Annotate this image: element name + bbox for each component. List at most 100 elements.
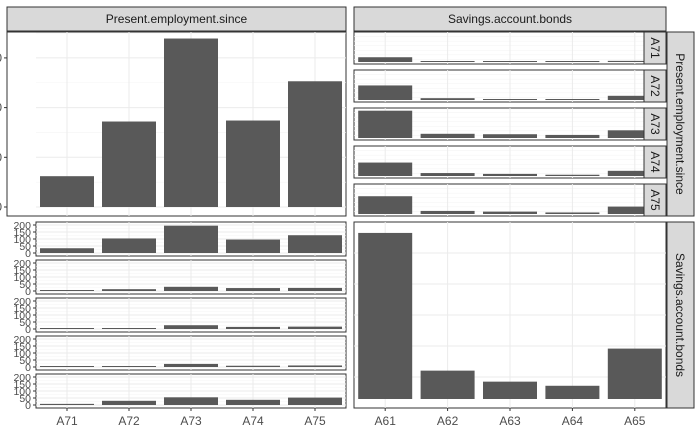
- y-tick-label: 50: [19, 355, 31, 367]
- bar-savings-A62-emp-A73: [420, 133, 475, 138]
- bar-savings-A64-emp-A75: [545, 212, 600, 214]
- x-tick-label-A61: A61: [375, 414, 397, 428]
- y-tick-label: 0: [25, 324, 31, 336]
- y-tick-label: 50: [19, 241, 31, 253]
- y-tick-label: 100: [13, 272, 31, 284]
- y-tick-label: 200: [13, 258, 31, 270]
- bar-employment-A74-sav-A61: [226, 239, 280, 253]
- bar-employment-A72-sav-A62: [102, 289, 156, 291]
- x-tick-label-A62: A62: [437, 414, 459, 428]
- strip-row-label-A72: A72: [648, 75, 662, 97]
- bar-savings-A61-emp-A73: [358, 110, 413, 138]
- bar-savings-A61-emp-A71: [358, 57, 413, 62]
- x-tick-label-A63: A63: [499, 414, 521, 428]
- bar-savings-A65-emp-A75: [607, 206, 662, 214]
- bar-savings-A64: [545, 385, 600, 399]
- y-tick-label: 100: [13, 310, 31, 322]
- strip-row-A74: [643, 145, 667, 179]
- bar-employment-A73-sav-A61: [164, 225, 218, 253]
- x-tick-label-A64: A64: [562, 414, 584, 428]
- bar-employment-A75-sav-A62: [288, 287, 342, 291]
- bar-savings-A62-emp-A72: [420, 98, 475, 100]
- y-tick-label: 150: [13, 303, 31, 315]
- bar-employment-A75-sav-A64: [288, 365, 342, 367]
- bar-savings-A64-emp-A73: [545, 134, 600, 138]
- strip-row-label-A74: A74: [648, 151, 662, 173]
- x-tick-label-A75: A75: [304, 414, 326, 428]
- strip-top-savings: [353, 6, 667, 32]
- y-tick-label: 150: [13, 341, 31, 353]
- bar-employment-A74-sav-A62: [226, 288, 280, 291]
- bar-employment-A71-sav-A64: [40, 366, 94, 367]
- strip-row-A73: [643, 107, 667, 141]
- bar-employment-A72: [102, 121, 156, 207]
- strip-row-A75: [643, 183, 667, 217]
- bar-employment-A72-sav-A65: [102, 400, 156, 405]
- strip-right-employment: [666, 31, 695, 217]
- y-tick-label: 0: [25, 362, 31, 374]
- bar-employment-A75-sav-A65: [288, 397, 342, 405]
- bar-employment-A73-sav-A62: [164, 286, 218, 291]
- strip-row-A72: [643, 69, 667, 103]
- y-tick-label: 50: [19, 393, 31, 405]
- strip-top-employment: [6, 6, 347, 32]
- bar-employment-A71-sav-A61: [40, 248, 94, 253]
- y-tick-label: 100: [0, 150, 2, 164]
- bar-employment-A73-sav-A65: [164, 397, 218, 405]
- bar-employment-A71-sav-A65: [40, 403, 94, 405]
- bar-employment-A74-sav-A64: [226, 365, 280, 367]
- bar-savings-A63-emp-A75: [483, 211, 537, 214]
- bar-employment-A72-sav-A61: [102, 238, 156, 253]
- bar-employment-A74-sav-A63: [226, 326, 280, 329]
- bar-savings-A64-emp-A71: [545, 61, 600, 62]
- bar-savings-A63-emp-A73: [483, 134, 537, 138]
- y-tick-label: 100: [13, 234, 31, 246]
- bar-savings-A65-emp-A72: [607, 95, 662, 100]
- bar-employment-A73-sav-A64: [164, 363, 218, 367]
- bar-savings-A63: [483, 381, 537, 399]
- y-tick-label: 200: [13, 296, 31, 308]
- strip-right-employment-label: Present.employment.since: [673, 53, 687, 195]
- y-tick-label: 100: [13, 386, 31, 398]
- bar-savings-A62-emp-A74: [420, 173, 475, 176]
- bar-savings-A62-emp-A71: [420, 61, 475, 62]
- bar-savings-A64-emp-A72: [545, 99, 600, 100]
- strip-top-savings-label: Savings.account.bonds: [448, 12, 572, 26]
- y-tick-label: 200: [0, 101, 2, 115]
- bar-employment-A71-sav-A62: [40, 290, 94, 291]
- y-tick-label: 50: [19, 279, 31, 291]
- bar-employment-A72-sav-A64: [102, 366, 156, 367]
- bar-employment-A74: [226, 120, 280, 207]
- bar-savings-A62: [420, 370, 475, 399]
- y-tick-label: 0: [25, 286, 31, 298]
- strip-right-savings-label: Savings.account.bonds: [673, 253, 687, 377]
- bar-employment-A75-sav-A63: [288, 326, 342, 329]
- bar-savings-A61-emp-A75: [358, 196, 413, 214]
- strip-row-A71: [643, 31, 667, 65]
- x-tick-label-A74: A74: [242, 414, 264, 428]
- bar-employment-A71-sav-A63: [40, 328, 94, 329]
- y-tick-label: 200: [13, 220, 31, 232]
- y-tick-label: 200: [13, 334, 31, 346]
- x-tick-label-A65: A65: [624, 414, 646, 428]
- bar-savings-A65-emp-A71: [607, 60, 662, 62]
- bar-savings-A61-emp-A72: [358, 85, 413, 100]
- bar-savings-A62-emp-A75: [420, 210, 475, 214]
- y-tick-label: 200: [13, 372, 31, 384]
- bar-employment-A72-sav-A63: [102, 328, 156, 329]
- strip-top-employment-label: Present.employment.since: [106, 12, 248, 26]
- bar-savings-A63-emp-A72: [483, 99, 537, 100]
- bar-savings-A65-emp-A74: [607, 170, 662, 176]
- y-tick-label: 50: [19, 317, 31, 329]
- y-tick-label: 100: [13, 348, 31, 360]
- bar-savings-A63-emp-A71: [483, 61, 537, 62]
- bar-employment-A74-sav-A65: [226, 399, 280, 405]
- bar-savings-A65: [607, 348, 662, 399]
- strip-row-label-A71: A71: [648, 37, 662, 59]
- y-tick-label: 150: [13, 265, 31, 277]
- bar-savings-A64-emp-A74: [545, 174, 600, 176]
- strip-row-label-A73: A73: [648, 113, 662, 135]
- x-tick-label-A72: A72: [118, 414, 140, 428]
- bar-employment-A75: [288, 81, 342, 207]
